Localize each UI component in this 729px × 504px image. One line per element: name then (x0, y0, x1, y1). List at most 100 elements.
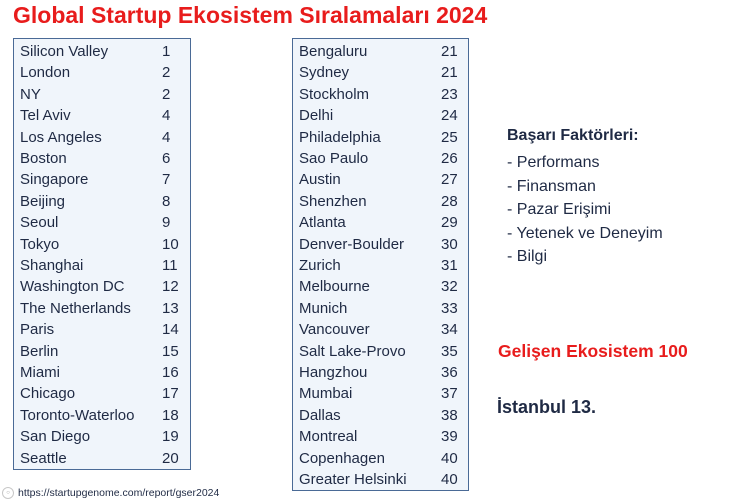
city-rank: 1 (162, 43, 171, 60)
city-name: Tel Aviv (20, 107, 71, 125)
city-rank: 21 (441, 43, 458, 60)
list-item: Mumbai 37 (293, 383, 468, 404)
list-item: Stockholm 23 (293, 84, 468, 105)
list-item: NY 2 (14, 84, 190, 105)
list-item: Seattle 20 (14, 448, 190, 469)
city-rank: 26 (441, 150, 458, 167)
list-item: London 2 (14, 62, 190, 83)
source-footer: ○ https://startupgenome.com/report/gser2… (2, 484, 219, 502)
list-item: Sao Paulo 26 (293, 148, 468, 169)
city-rank: 6 (162, 150, 171, 167)
city-rank: 37 (441, 385, 458, 403)
list-item: Austin 27 (293, 169, 468, 190)
city-name: Boston (20, 150, 67, 167)
city-rank: 16 (162, 364, 179, 381)
list-item: Zurich 31 (293, 255, 468, 276)
list-item: Vancouver 34 (293, 319, 468, 340)
city-name: Salt Lake-Provo (299, 342, 406, 360)
list-item: Los Angeles 4 (14, 127, 190, 148)
city-name: Chicago (20, 385, 76, 403)
list-item: Shenzhen 28 (293, 191, 468, 212)
city-rank: 30 (441, 235, 458, 253)
city-name: Copenhagen (299, 449, 385, 467)
city-rank: 7 (162, 171, 171, 189)
city-rank: 4 (162, 128, 171, 146)
list-item: Chicago 17 (14, 383, 190, 404)
list-item: Bengaluru 21 (293, 41, 468, 62)
list-item: Sydney 21 (293, 62, 468, 83)
city-rank: 35 (441, 342, 458, 360)
city-rank: 29 (441, 214, 458, 232)
istanbul-rank-label: İstanbul 13. (497, 397, 597, 417)
city-name: Vancouver (299, 321, 370, 339)
factor-item: - Yetenek ve Deneyim (507, 224, 663, 242)
list-item: Tel Aviv 4 (14, 105, 190, 126)
list-item: Hangzhou 36 (293, 362, 468, 383)
list-item: Delhi 24 (293, 105, 468, 126)
factor-item: - Pazar Erişimi (507, 201, 612, 218)
city-name: Tokyo (20, 235, 60, 253)
emerging-ecosystem-label: Gelişen Ekosistem 100 (498, 341, 688, 361)
city-rank: 32 (441, 278, 458, 296)
factor-item: - Performans (507, 154, 600, 171)
city-name: Mumbai (299, 385, 353, 403)
city-name: Munich (299, 299, 348, 317)
city-name: The Netherlands (20, 299, 131, 317)
ranking-list-right: Bengaluru 21 Sydney 21 Stockholm 23 Delhi 24 Phi… (292, 38, 469, 491)
city-rank: 33 (441, 299, 458, 317)
city-rank: 28 (441, 192, 458, 210)
city-rank: 34 (441, 321, 458, 339)
city-name: Shanghai (20, 257, 84, 274)
city-name: Sao Paulo (299, 150, 369, 167)
city-name: Stockholm (299, 85, 370, 103)
list-item: Denver-Boulder 30 (293, 234, 468, 255)
list-item: Beijing 8 (14, 191, 190, 212)
city-rank: 23 (441, 85, 458, 103)
city-rank: 2 (162, 85, 171, 103)
list-item: Montreal 39 (293, 426, 468, 447)
city-name: Philadelphia (299, 128, 381, 146)
city-name: Bengaluru (299, 43, 368, 60)
city-rank: 31 (441, 257, 458, 274)
factor-item: - Bilgi (507, 248, 548, 265)
ranking-list-left: Silicon Valley 1 London 2 NY 2 Tel Aviv 4 Los An… (13, 38, 191, 470)
success-factors-heading: Başarı Faktörleri: (507, 127, 639, 144)
city-rank: 20 (162, 449, 179, 467)
source-link[interactable]: https://startupgenome.com/report/gser202… (18, 487, 220, 499)
city-name: Atlanta (299, 214, 346, 232)
city-name: Melbourne (299, 278, 370, 296)
city-name: Washington DC (20, 278, 125, 296)
city-rank: 39 (441, 428, 458, 446)
list-item: Salt Lake-Provo 35 (293, 341, 468, 362)
list-item: Copenhagen 40 (293, 448, 468, 469)
link-icon: ○ (2, 487, 14, 499)
list-item: Tokyo 10 (14, 234, 190, 255)
city-rank: 12 (162, 278, 179, 296)
list-item: Miami 16 (14, 362, 190, 383)
list-item: Toronto-Waterloo 18 (14, 405, 190, 426)
list-item: Greater Helsinki 40 (293, 469, 468, 490)
page-title: Global Startup Ekosistem Sıralamaları 20… (13, 2, 488, 28)
city-name: Delhi (299, 107, 334, 125)
city-name: Singapore (20, 171, 89, 189)
city-rank: 24 (441, 107, 458, 125)
success-factors: Başarı Faktörleri: - Performans - Finans… (507, 125, 663, 269)
city-rank: 10 (162, 235, 179, 253)
city-name: Austin (299, 171, 341, 189)
city-name: Toronto-Waterloo (20, 406, 135, 424)
city-name: Beijing (20, 192, 66, 210)
city-rank: 40 (441, 471, 458, 488)
list-item: Melbourne 32 (293, 276, 468, 297)
city-name: Denver-Boulder (299, 235, 405, 253)
list-item: Boston 6 (14, 148, 190, 169)
city-name: Sydney (299, 64, 350, 82)
city-rank: 13 (162, 299, 179, 317)
city-name: Miami (20, 364, 60, 381)
list-item: Atlanta 29 (293, 212, 468, 233)
city-name: Hangzhou (299, 364, 368, 381)
city-rank: 11 (162, 257, 178, 274)
list-item: Silicon Valley 1 (14, 41, 190, 62)
city-rank: 18 (162, 406, 179, 424)
list-item: Seoul 9 (14, 212, 190, 233)
city-rank: 19 (162, 428, 179, 446)
